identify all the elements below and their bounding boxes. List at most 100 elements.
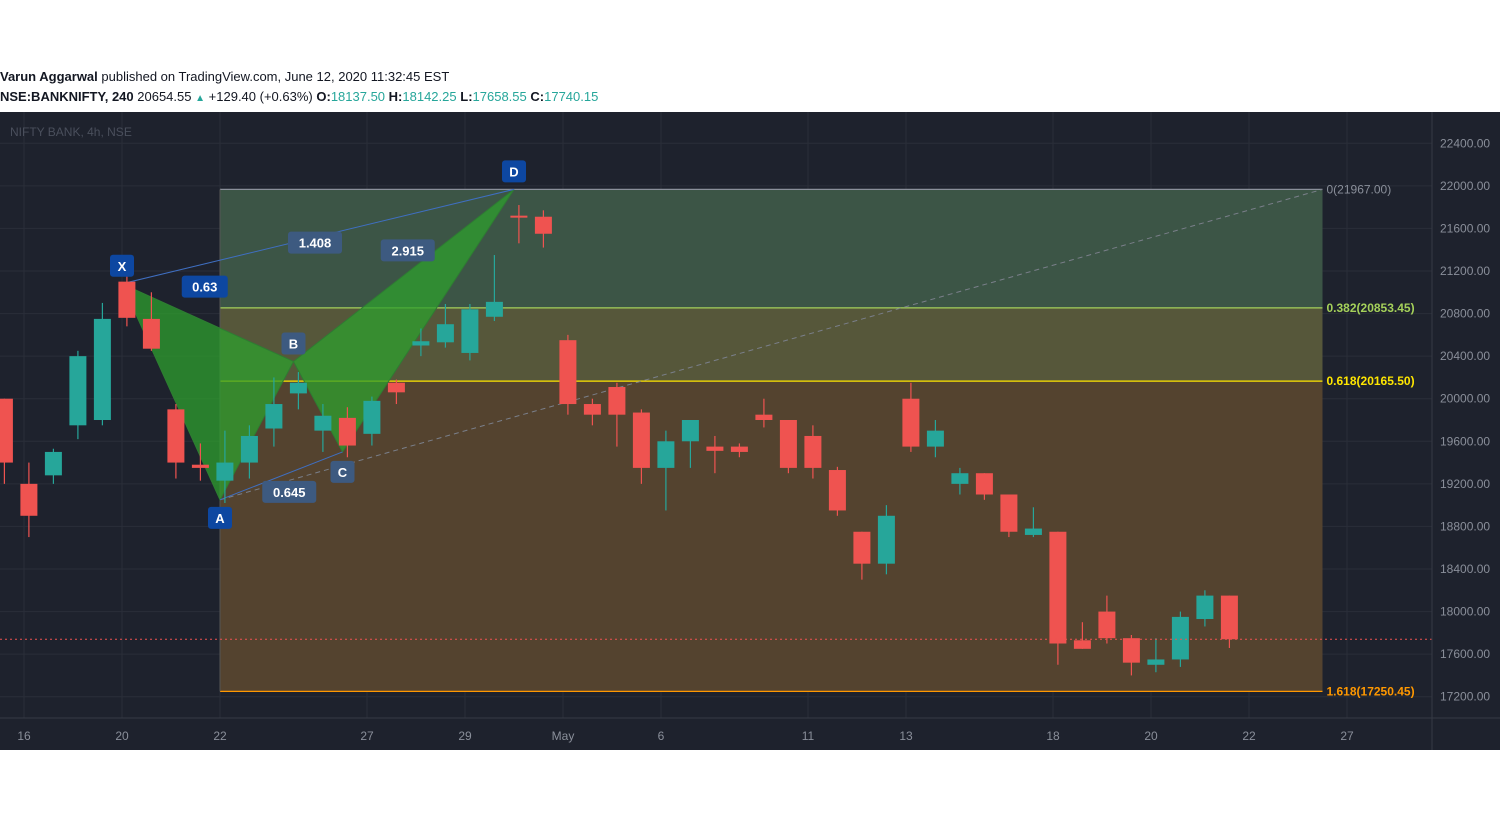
ratio-badge [380,239,435,262]
x-tick-label: 11 [802,729,815,743]
y-tick-label: 22000.00 [1440,179,1490,193]
candle-body [167,409,185,463]
candle-body [387,382,405,393]
pattern-point-badge [110,254,134,277]
ratio-badge [181,275,228,298]
candle-body [853,531,871,564]
y-tick-label: 17600.00 [1440,647,1490,661]
candle-body [142,318,160,349]
candle-body [926,430,944,447]
candle-body [510,215,528,218]
x-tick-label: 27 [360,729,374,743]
candle-body [681,420,699,442]
y-tick-label: 20400.00 [1440,349,1490,363]
ratio-label: 0.645 [273,485,306,500]
candle-body [1098,611,1116,639]
x-tick-label: 22 [213,729,227,743]
candle-body [1171,616,1189,660]
ratio-badge [288,231,342,254]
candle-body [485,301,503,317]
candle-body [118,281,136,318]
pattern-point-badge [281,332,306,355]
candle-body [975,473,993,495]
last-price: 20654.55 [137,89,192,104]
candle-body [289,382,307,394]
high-label: H: [388,89,403,104]
symbol-label: NSE:BANKNIFTY, 240 [0,89,134,104]
fib-level-label: 0(21967.00) [1327,182,1392,196]
pattern-point-badge [330,460,355,483]
y-tick-label: 22400.00 [1440,136,1490,150]
candle-body [20,483,38,516]
ratio-label: 2.915 [391,243,424,258]
candle-body [608,387,626,415]
x-tick-label: 18 [1046,729,1060,743]
pattern-point-badge [208,506,232,529]
candle-body [1073,640,1091,649]
open-value: 18137.50 [330,89,386,104]
low-value: 17658.55 [472,89,527,104]
candle-body [216,462,234,481]
fib-level-label: 1.618(17250.45) [1327,684,1415,698]
pattern-point-badge [502,160,526,183]
publish-info: Varun Aggarwal published on TradingView.… [0,69,449,84]
candle-body [412,341,430,346]
pattern-point-label: B [289,336,298,351]
x-tick-label: 22 [1242,729,1256,743]
pattern-point-label: X [118,259,127,274]
up-arrow-icon: ▲ [195,93,206,104]
y-tick-label: 21200.00 [1440,264,1490,278]
candle-body [1122,638,1140,663]
ratio-badge [262,480,317,503]
candle-body [1024,528,1042,535]
x-tick-label: 20 [115,729,129,743]
symbol-info: NSE:BANKNIFTY, 240 20654.55 ▲ +129.40 (+… [0,89,598,104]
y-tick-label: 19600.00 [1440,434,1490,448]
candle-body [191,464,209,468]
pattern-triangle-bcd [292,188,515,453]
y-tick-label: 18400.00 [1440,562,1490,576]
open-label: O: [316,89,331,104]
candle-body [583,404,601,415]
x-tick-label: 29 [458,729,472,743]
pattern-point-label: D [509,164,518,179]
pattern-point-label: C [338,465,348,480]
candle-body [461,309,479,353]
candle-body [951,473,969,484]
candle-body [1196,595,1214,620]
candle-body [338,417,356,446]
pattern-ac-line [219,451,343,501]
candle-body [240,435,258,463]
y-tick-label: 17200.00 [1440,690,1490,704]
candle-body [69,356,87,426]
high-value: 18142.25 [402,89,457,104]
y-tick-label: 19200.00 [1440,477,1490,491]
chart-panel[interactable]: 0(21967.00) 0.382(20853.45) 0.618(20165.50… [0,112,1500,750]
candle-body [828,470,846,511]
ratio-label: 0.63 [192,280,217,295]
author-name[interactable]: Varun Aggarwal [0,69,98,84]
candle-body [730,446,748,452]
candle-body [314,415,332,431]
x-tick-label: 13 [899,729,913,743]
x-tick-label: 6 [658,729,665,743]
y-tick-label: 18800.00 [1440,519,1490,533]
ratio-label: 1.408 [299,236,332,251]
candle-body [436,324,454,343]
chart-watermark: NIFTY BANK, 4h, NSE [10,125,132,139]
candle-body [363,400,381,434]
fib-zone [220,381,1323,692]
fib-level-label: 0.382(20853.45) [1327,301,1415,315]
candle-body [632,412,650,468]
candle-body [1000,494,1018,532]
candle-body [706,446,724,451]
fib-trend-line [219,188,1323,501]
candle-body [779,420,797,468]
x-tick-label: May [552,729,575,743]
candlestick-chart[interactable]: 0(21967.00) 0.382(20853.45) 0.618(20165.50… [0,112,1500,750]
candle-body [902,398,920,447]
close-label: C: [530,89,545,104]
x-tick-label: 16 [17,729,31,743]
low-label: L: [460,89,473,104]
candle-body [1049,531,1067,644]
